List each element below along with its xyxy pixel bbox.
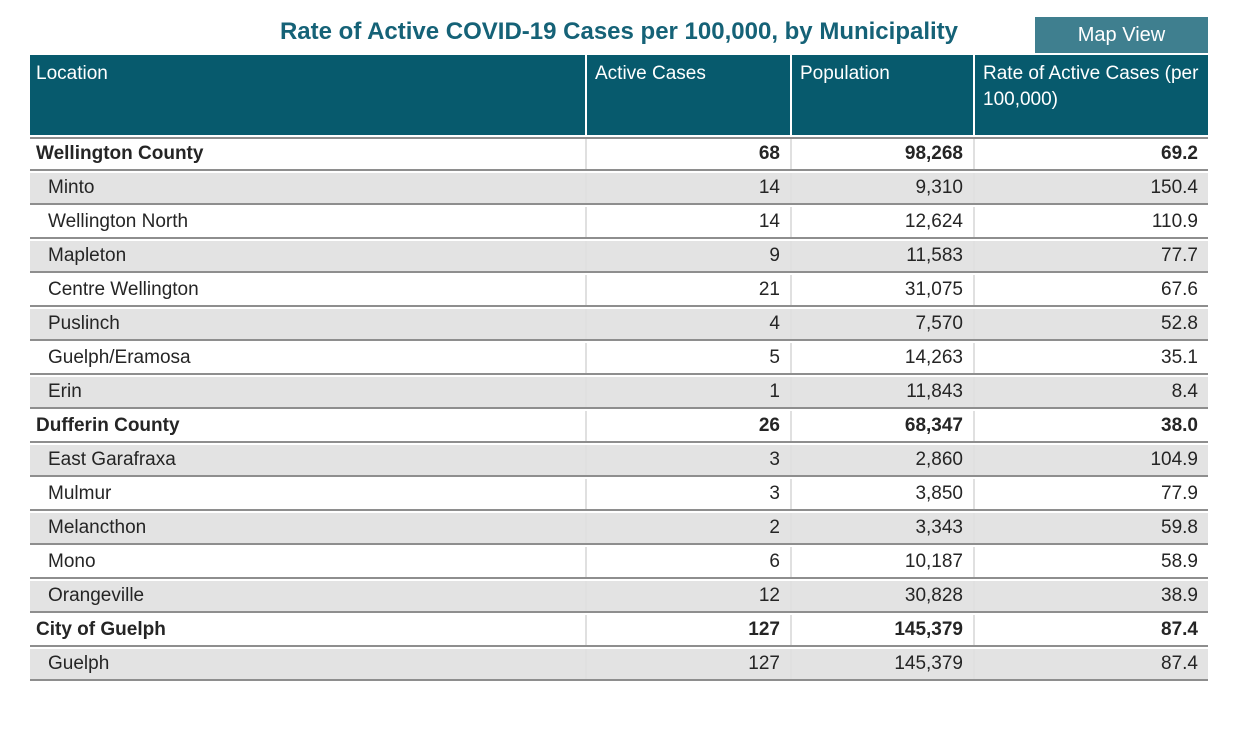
cell-active-cases: 9	[585, 241, 790, 271]
table-row[interactable]: Erin 1 11,843 8.4	[30, 377, 1208, 409]
table-row[interactable]: Wellington North 14 12,624 110.9	[30, 207, 1208, 239]
table-row[interactable]: Orangeville 12 30,828 38.9	[30, 581, 1208, 613]
cell-active-cases: 68	[585, 139, 790, 169]
cell-active-cases: 6	[585, 547, 790, 577]
table-row[interactable]: Guelph 127 145,379 87.4	[30, 649, 1208, 681]
cell-active-cases: 14	[585, 207, 790, 237]
cell-population: 30,828	[790, 581, 973, 611]
cell-active-cases: 21	[585, 275, 790, 305]
cell-location: Wellington County	[36, 143, 204, 164]
table-row[interactable]: Puslinch 4 7,570 52.8	[30, 309, 1208, 341]
cell-rate: 150.4	[973, 173, 1208, 203]
table-row[interactable]: Melancthon 2 3,343 59.8	[30, 513, 1208, 545]
cell-location: Minto	[48, 177, 95, 198]
cell-population: 9,310	[790, 173, 973, 203]
cell-active-cases: 2	[585, 513, 790, 543]
cell-rate: 59.8	[973, 513, 1208, 543]
cell-population: 145,379	[790, 649, 973, 679]
cell-active-cases: 4	[585, 309, 790, 339]
cell-location: Mulmur	[48, 483, 112, 504]
column-header-location[interactable]: Location	[36, 63, 108, 84]
cell-location: Erin	[48, 381, 82, 402]
cell-location: Puslinch	[48, 313, 120, 334]
table-row[interactable]: East Garafraxa 3 2,860 104.9	[30, 445, 1208, 477]
cell-rate: 69.2	[973, 139, 1208, 169]
column-header-rate[interactable]: Rate of Active Cases (per 100,000)	[973, 55, 1208, 135]
cell-population: 10,187	[790, 547, 973, 577]
cell-rate: 77.7	[973, 241, 1208, 271]
table-row[interactable]: Wellington County 68 98,268 69.2	[30, 137, 1208, 171]
cell-rate: 67.6	[973, 275, 1208, 305]
cell-rate: 38.9	[973, 581, 1208, 611]
cell-population: 68,347	[790, 411, 973, 441]
table-header-row: Location Active Cases Population Rate of…	[30, 55, 1208, 135]
covid-rate-table: Location Active Cases Population Rate of…	[30, 55, 1208, 683]
cell-population: 14,263	[790, 343, 973, 373]
cell-population: 145,379	[790, 615, 973, 645]
cell-active-cases: 127	[585, 649, 790, 679]
cell-location: Melancthon	[48, 517, 147, 538]
cell-rate: 110.9	[973, 207, 1208, 237]
cell-active-cases: 26	[585, 411, 790, 441]
map-view-button[interactable]: Map View	[1035, 17, 1208, 53]
cell-active-cases: 14	[585, 173, 790, 203]
cell-active-cases: 3	[585, 445, 790, 475]
cell-population: 2,860	[790, 445, 973, 475]
cell-location: Mono	[48, 551, 96, 572]
table-row[interactable]: Dufferin County 26 68,347 38.0	[30, 411, 1208, 443]
cell-population: 3,850	[790, 479, 973, 509]
cell-location: Guelph/Eramosa	[48, 347, 191, 368]
cell-population: 12,624	[790, 207, 973, 237]
table-row[interactable]: Guelph/Eramosa 5 14,263 35.1	[30, 343, 1208, 375]
cell-rate: 35.1	[973, 343, 1208, 373]
cell-location: East Garafraxa	[48, 449, 176, 470]
cell-location: City of Guelph	[36, 619, 166, 640]
cell-location: Guelph	[48, 653, 110, 674]
cell-population: 98,268	[790, 139, 973, 169]
table-row[interactable]: Mono 6 10,187 58.9	[30, 547, 1208, 579]
table-row[interactable]: Mulmur 3 3,850 77.9	[30, 479, 1208, 511]
table-row[interactable]: Minto 14 9,310 150.4	[30, 173, 1208, 205]
cell-location: Centre Wellington	[48, 279, 199, 300]
cell-rate: 38.0	[973, 411, 1208, 441]
cell-population: 3,343	[790, 513, 973, 543]
cell-location: Orangeville	[48, 585, 145, 606]
table-row[interactable]: Mapleton 9 11,583 77.7	[30, 241, 1208, 273]
cell-active-cases: 3	[585, 479, 790, 509]
cell-rate: 8.4	[973, 377, 1208, 407]
cell-active-cases: 1	[585, 377, 790, 407]
table-row[interactable]: Centre Wellington 21 31,075 67.6	[30, 275, 1208, 307]
column-header-active-cases[interactable]: Active Cases	[585, 55, 790, 135]
cell-location: Dufferin County	[36, 415, 180, 436]
cell-rate: 87.4	[973, 649, 1208, 679]
cell-active-cases: 5	[585, 343, 790, 373]
cell-active-cases: 127	[585, 615, 790, 645]
cell-location: Mapleton	[48, 245, 127, 266]
cell-population: 7,570	[790, 309, 973, 339]
cell-rate: 104.9	[973, 445, 1208, 475]
cell-rate: 52.8	[973, 309, 1208, 339]
column-header-population[interactable]: Population	[790, 55, 973, 135]
cell-population: 11,583	[790, 241, 973, 271]
page-title: Rate of Active COVID-19 Cases per 100,00…	[279, 18, 959, 45]
cell-population: 11,843	[790, 377, 973, 407]
table-row[interactable]: City of Guelph 127 145,379 87.4	[30, 615, 1208, 647]
cell-rate: 77.9	[973, 479, 1208, 509]
table-body: Wellington County 68 98,268 69.2 Minto 1…	[30, 137, 1208, 681]
cell-rate: 58.9	[973, 547, 1208, 577]
cell-location: Wellington North	[48, 211, 189, 232]
cell-population: 31,075	[790, 275, 973, 305]
cell-rate: 87.4	[973, 615, 1208, 645]
cell-active-cases: 12	[585, 581, 790, 611]
